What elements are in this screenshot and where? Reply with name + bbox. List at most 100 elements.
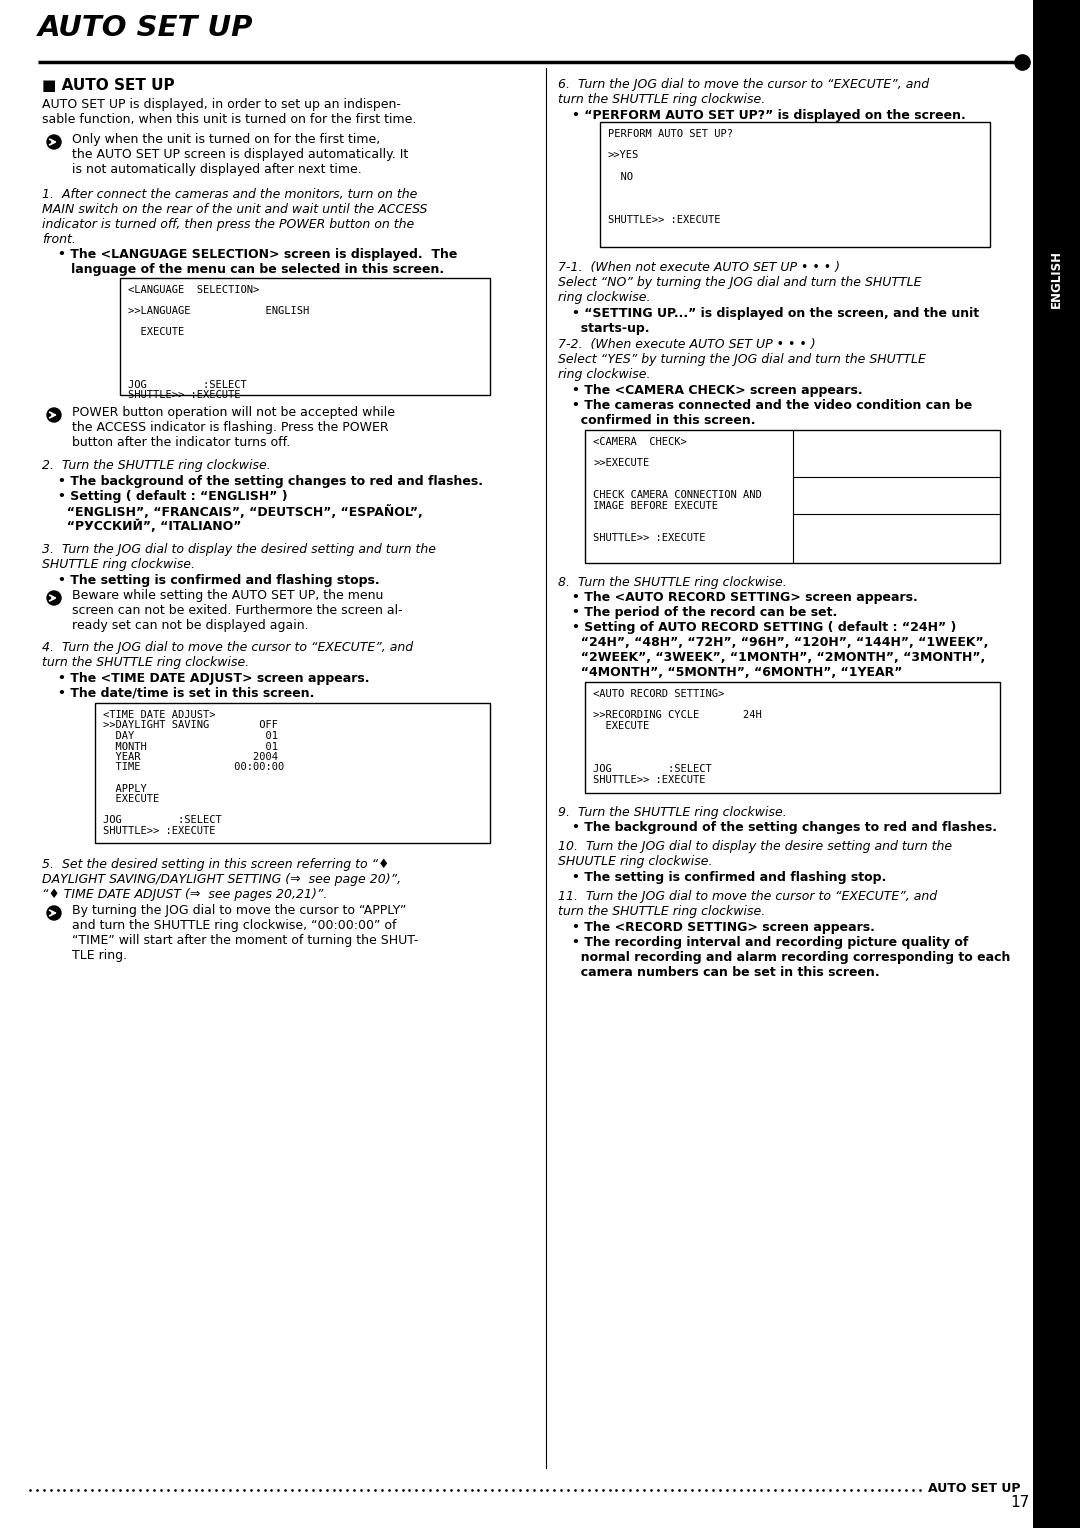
Text: 8.  Turn the SHUTTLE ring clockwise.: 8. Turn the SHUTTLE ring clockwise. bbox=[558, 576, 786, 588]
Text: TIME               00:00:00: TIME 00:00:00 bbox=[103, 762, 284, 773]
Text: DAYLIGHT SAVING/DAYLIGHT SETTING (⇒  see page 20)”,: DAYLIGHT SAVING/DAYLIGHT SETTING (⇒ see … bbox=[42, 872, 401, 886]
Text: SHUTTLE>> :EXECUTE: SHUTTLE>> :EXECUTE bbox=[129, 390, 241, 400]
Text: AUTO SET UP: AUTO SET UP bbox=[928, 1482, 1021, 1494]
Text: turn the SHUTTLE ring clockwise.: turn the SHUTTLE ring clockwise. bbox=[42, 656, 249, 669]
Text: >>DAYLIGHT SAVING        OFF: >>DAYLIGHT SAVING OFF bbox=[103, 721, 278, 730]
Text: Select “NO” by turning the JOG dial and turn the SHUTTLE: Select “NO” by turning the JOG dial and … bbox=[558, 277, 921, 289]
Text: “24H”, “48H”, “72H”, “96H”, “120H”, “144H”, “1WEEK”,: “24H”, “48H”, “72H”, “96H”, “120H”, “144… bbox=[572, 636, 988, 649]
Text: SHUTTLE>> :EXECUTE: SHUTTLE>> :EXECUTE bbox=[103, 825, 216, 836]
Text: 4.  Turn the JOG dial to move the cursor to “EXECUTE”, and: 4. Turn the JOG dial to move the cursor … bbox=[42, 642, 414, 654]
Text: • “PERFORM AUTO SET UP?” is displayed on the screen.: • “PERFORM AUTO SET UP?” is displayed on… bbox=[572, 108, 966, 122]
Text: 2.  Turn the SHUTTLE ring clockwise.: 2. Turn the SHUTTLE ring clockwise. bbox=[42, 458, 271, 472]
Text: • The background of the setting changes to red and flashes.: • The background of the setting changes … bbox=[58, 475, 483, 487]
Text: 10.  Turn the JOG dial to display the desire setting and turn the: 10. Turn the JOG dial to display the des… bbox=[558, 840, 953, 853]
Text: • The period of the record can be set.: • The period of the record can be set. bbox=[572, 607, 837, 619]
Text: >>LANGUAGE            ENGLISH: >>LANGUAGE ENGLISH bbox=[129, 306, 309, 316]
Text: 11.  Turn the JOG dial to move the cursor to “EXECUTE”, and: 11. Turn the JOG dial to move the cursor… bbox=[558, 889, 937, 903]
Bar bbox=[1032, 0, 1080, 1528]
Text: AUTO SET UP is displayed, in order to set up an indispen-: AUTO SET UP is displayed, in order to se… bbox=[42, 98, 401, 112]
Text: By turning the JOG dial to move the cursor to “APPLY”: By turning the JOG dial to move the curs… bbox=[72, 905, 406, 917]
Text: • Setting ( default : “ENGLISH” ): • Setting ( default : “ENGLISH” ) bbox=[58, 490, 287, 503]
Text: • The background of the setting changes to red and flashes.: • The background of the setting changes … bbox=[572, 821, 997, 834]
Text: • The cameras connected and the video condition can be: • The cameras connected and the video co… bbox=[572, 399, 972, 413]
Text: indicator is turned off, then press the POWER button on the: indicator is turned off, then press the … bbox=[42, 219, 415, 231]
Text: ring clockwise.: ring clockwise. bbox=[558, 368, 650, 380]
Text: • The <AUTO RECORD SETTING> screen appears.: • The <AUTO RECORD SETTING> screen appea… bbox=[572, 591, 918, 604]
Text: Select “YES” by turning the JOG dial and turn the SHUTTLE: Select “YES” by turning the JOG dial and… bbox=[558, 353, 926, 367]
Text: PERFORM AUTO SET UP?: PERFORM AUTO SET UP? bbox=[608, 128, 733, 139]
Text: <TIME DATE ADJUST>: <TIME DATE ADJUST> bbox=[103, 711, 216, 720]
Text: Beware while setting the AUTO SET UP, the menu: Beware while setting the AUTO SET UP, th… bbox=[72, 588, 383, 602]
Text: • The date/time is set in this screen.: • The date/time is set in this screen. bbox=[58, 688, 314, 700]
Text: SHUTTLE>> :EXECUTE: SHUTTLE>> :EXECUTE bbox=[593, 533, 705, 544]
Text: “TIME” will start after the moment of turning the SHUT-: “TIME” will start after the moment of tu… bbox=[72, 934, 418, 947]
Text: >>YES: >>YES bbox=[608, 150, 639, 160]
Circle shape bbox=[48, 408, 60, 422]
Text: >>EXECUTE: >>EXECUTE bbox=[593, 458, 649, 469]
Circle shape bbox=[48, 906, 60, 920]
Text: normal recording and alarm recording corresponding to each: normal recording and alarm recording cor… bbox=[572, 950, 1011, 964]
Bar bbox=[600, 122, 990, 248]
Text: JOG         :SELECT: JOG :SELECT bbox=[129, 379, 246, 390]
Bar bbox=[120, 278, 490, 396]
Text: • The <RECORD SETTING> screen appears.: • The <RECORD SETTING> screen appears. bbox=[572, 921, 875, 934]
Text: is not automatically displayed after next time.: is not automatically displayed after nex… bbox=[72, 163, 362, 176]
Text: POWER button operation will not be accepted while: POWER button operation will not be accep… bbox=[72, 406, 395, 419]
Text: TLE ring.: TLE ring. bbox=[72, 949, 127, 963]
Text: sable function, when this unit is turned on for the first time.: sable function, when this unit is turned… bbox=[42, 113, 417, 125]
Text: “4MONTH”, “5MONTH”, “6MONTH”, “1YEAR”: “4MONTH”, “5MONTH”, “6MONTH”, “1YEAR” bbox=[572, 666, 903, 678]
Text: • The recording interval and recording picture quality of: • The recording interval and recording p… bbox=[572, 937, 969, 949]
Text: YEAR                  2004: YEAR 2004 bbox=[103, 752, 278, 762]
Text: 7-2.  (When execute AUTO SET UP • • • ): 7-2. (When execute AUTO SET UP • • • ) bbox=[558, 338, 815, 351]
Circle shape bbox=[48, 134, 60, 150]
Text: SHUTTLE ring clockwise.: SHUTTLE ring clockwise. bbox=[42, 558, 195, 571]
Text: JOG         :SELECT: JOG :SELECT bbox=[103, 814, 221, 825]
Text: MAIN switch on the rear of the unit and wait until the ACCESS: MAIN switch on the rear of the unit and … bbox=[42, 203, 428, 215]
Text: >>RECORDING CYCLE       24H: >>RECORDING CYCLE 24H bbox=[593, 711, 761, 720]
Text: 6.  Turn the JOG dial to move the cursor to “EXECUTE”, and: 6. Turn the JOG dial to move the cursor … bbox=[558, 78, 929, 92]
Text: the AUTO SET UP screen is displayed automatically. It: the AUTO SET UP screen is displayed auto… bbox=[72, 148, 408, 160]
Text: SHUTTLE>> :EXECUTE: SHUTTLE>> :EXECUTE bbox=[608, 214, 720, 225]
Text: “ENGLISH”, “FRANCAIS”, “DEUTSCH”, “ESPAÑOL”,: “ENGLISH”, “FRANCAIS”, “DEUTSCH”, “ESPAÑ… bbox=[58, 504, 422, 520]
Text: screen can not be exited. Furthermore the screen al-: screen can not be exited. Furthermore th… bbox=[72, 604, 403, 617]
Text: • The <TIME DATE ADJUST> screen appears.: • The <TIME DATE ADJUST> screen appears. bbox=[58, 672, 369, 685]
Text: 7-1.  (When not execute AUTO SET UP • • • ): 7-1. (When not execute AUTO SET UP • • •… bbox=[558, 261, 840, 274]
Text: turn the SHUTTLE ring clockwise.: turn the SHUTTLE ring clockwise. bbox=[558, 93, 766, 105]
Text: Only when the unit is turned on for the first time,: Only when the unit is turned on for the … bbox=[72, 133, 380, 147]
Text: NO: NO bbox=[608, 171, 633, 182]
Text: 3.  Turn the JOG dial to display the desired setting and turn the: 3. Turn the JOG dial to display the desi… bbox=[42, 542, 436, 556]
Text: IMAGE BEFORE EXECUTE: IMAGE BEFORE EXECUTE bbox=[593, 501, 718, 512]
Text: 1.  After connect the cameras and the monitors, turn on the: 1. After connect the cameras and the mon… bbox=[42, 188, 417, 202]
Text: confirmed in this screen.: confirmed in this screen. bbox=[572, 414, 756, 426]
Text: 9.  Turn the SHUTTLE ring clockwise.: 9. Turn the SHUTTLE ring clockwise. bbox=[558, 805, 786, 819]
Text: • The setting is confirmed and flashing stop.: • The setting is confirmed and flashing … bbox=[572, 871, 887, 885]
Text: “2WEEK”, “3WEEK”, “1MONTH”, “2MONTH”, “3MONTH”,: “2WEEK”, “3WEEK”, “1MONTH”, “2MONTH”, “3… bbox=[572, 651, 985, 665]
Text: SHUUTLE ring clockwise.: SHUUTLE ring clockwise. bbox=[558, 856, 713, 868]
Text: ring clockwise.: ring clockwise. bbox=[558, 290, 650, 304]
Text: DAY                     01: DAY 01 bbox=[103, 730, 278, 741]
Text: language of the menu can be selected in this screen.: language of the menu can be selected in … bbox=[58, 263, 444, 277]
Text: front.: front. bbox=[42, 232, 76, 246]
Text: button after the indicator turns off.: button after the indicator turns off. bbox=[72, 435, 291, 449]
Text: and turn the SHUTTLE ring clockwise, “00:00:00” of: and turn the SHUTTLE ring clockwise, “00… bbox=[72, 918, 396, 932]
Text: • Setting of AUTO RECORD SETTING ( default : “24H” ): • Setting of AUTO RECORD SETTING ( defau… bbox=[572, 620, 957, 634]
Text: <LANGUAGE  SELECTION>: <LANGUAGE SELECTION> bbox=[129, 286, 259, 295]
Text: ENGLISH: ENGLISH bbox=[1050, 251, 1063, 309]
Text: AUTO SET UP: AUTO SET UP bbox=[38, 14, 254, 41]
Text: “♦ TIME DATE ADJUST (⇒  see pages 20,21)”.: “♦ TIME DATE ADJUST (⇒ see pages 20,21)”… bbox=[42, 888, 327, 902]
Text: starts-up.: starts-up. bbox=[572, 322, 649, 335]
Text: <CAMERA  CHECK>: <CAMERA CHECK> bbox=[593, 437, 687, 448]
Text: ready set can not be displayed again.: ready set can not be displayed again. bbox=[72, 619, 309, 633]
Text: • The setting is confirmed and flashing stops.: • The setting is confirmed and flashing … bbox=[58, 575, 380, 587]
Text: ■ AUTO SET UP: ■ AUTO SET UP bbox=[42, 78, 175, 93]
Bar bbox=[585, 429, 1000, 562]
Text: • The <CAMERA CHECK> screen appears.: • The <CAMERA CHECK> screen appears. bbox=[572, 384, 863, 397]
Text: • The <LANGUAGE SELECTION> screen is displayed.  The: • The <LANGUAGE SELECTION> screen is dis… bbox=[58, 248, 457, 261]
Text: EXECUTE: EXECUTE bbox=[129, 327, 185, 338]
Circle shape bbox=[48, 591, 60, 605]
Text: 17: 17 bbox=[1010, 1494, 1029, 1510]
Bar bbox=[585, 681, 1000, 793]
Text: EXECUTE: EXECUTE bbox=[593, 721, 649, 730]
Text: APPLY: APPLY bbox=[103, 784, 147, 793]
Text: camera numbers can be set in this screen.: camera numbers can be set in this screen… bbox=[572, 966, 879, 979]
